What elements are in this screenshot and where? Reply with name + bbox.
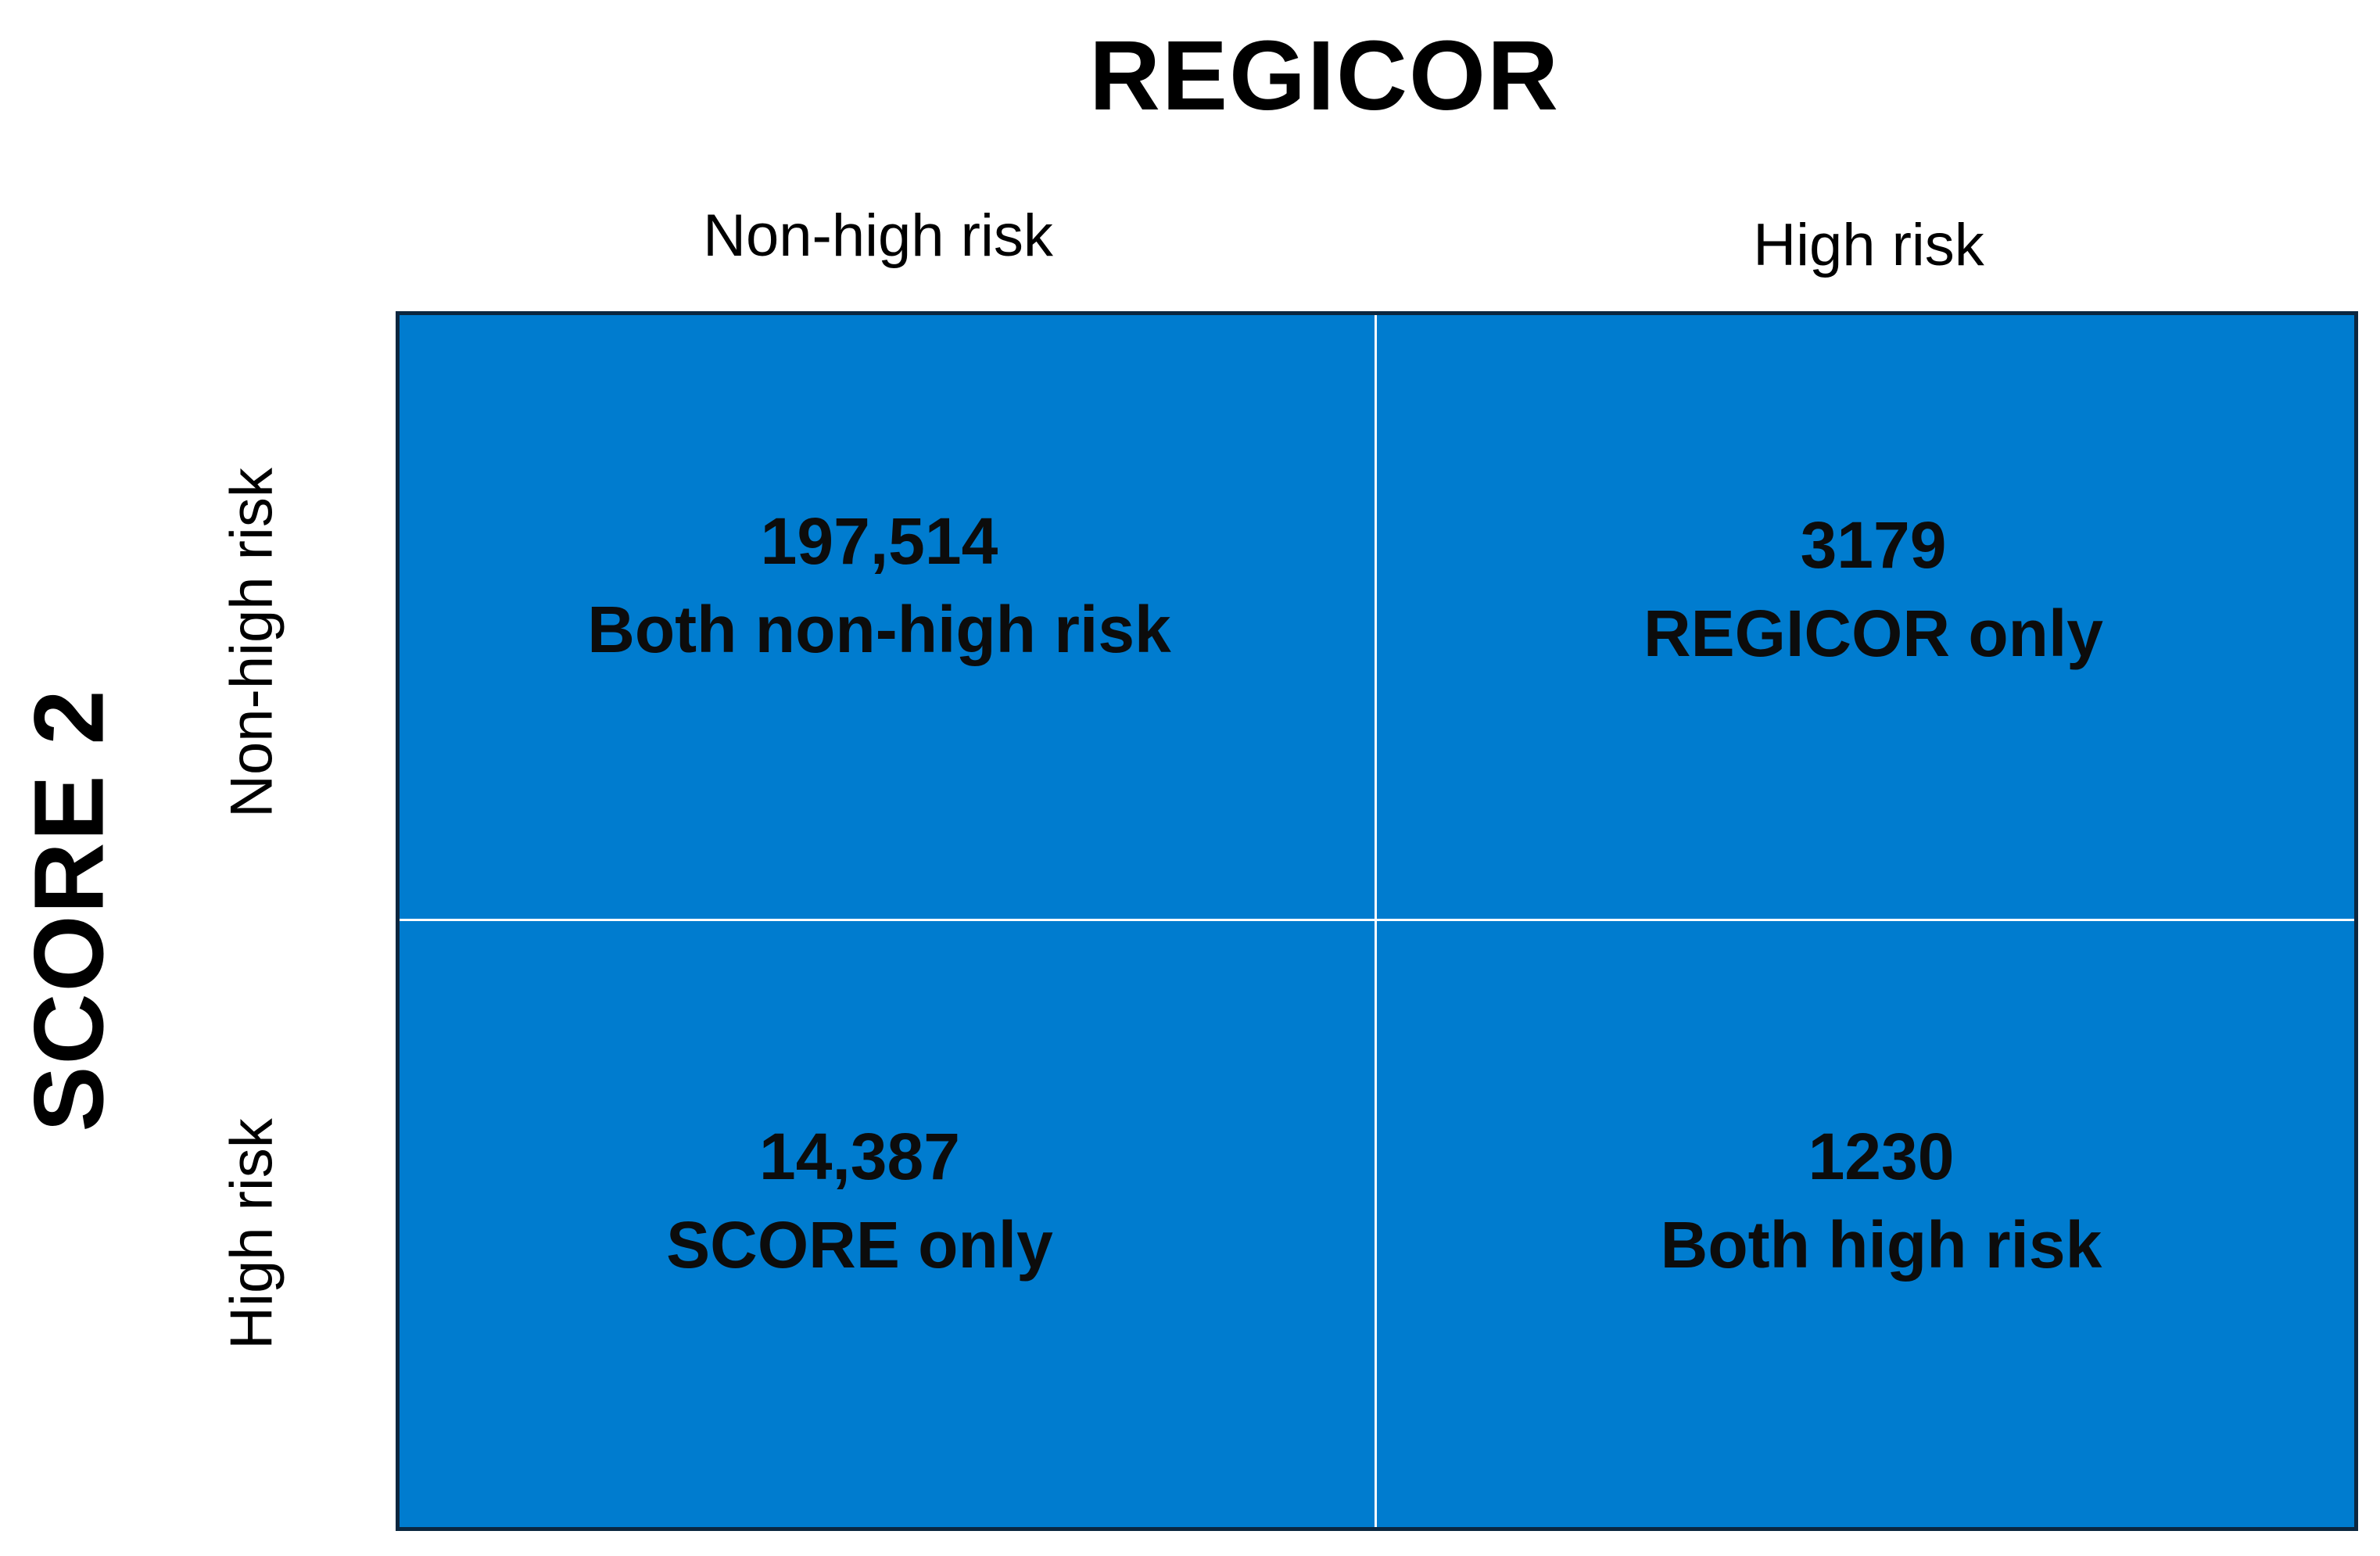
cell-score-only: 14,387 SCORE only [400,921,1377,1527]
cell-label: Both high risk [1660,1207,2102,1282]
row-header-non-high-risk: Non-high risk [218,468,285,818]
cell-label: REGICOR only [1643,597,2104,670]
cell-count: 197,514 [760,504,998,579]
cell-label: Both non-high risk [587,593,1171,666]
column-header-high-risk: High risk [1753,212,1984,278]
cell-count: 3179 [1800,508,1947,583]
cell-regicor-only: 3179 REGICOR only [1377,315,2354,921]
cell-label: SCORE only [666,1207,1053,1282]
cell-both-high-risk: 1230 Both high risk [1377,921,2354,1527]
contingency-matrix: 197,514 Both non-high risk 3179 REGICOR … [396,311,2358,1531]
row-title: SCORE 2 [13,688,124,1132]
cell-count: 1230 [1808,1119,1955,1193]
cell-both-non-high-risk: 197,514 Both non-high risk [400,315,1377,921]
column-title: REGICOR [1088,20,1561,131]
column-header-non-high-risk: Non-high risk [703,203,1053,269]
row-header-high-risk: High risk [218,1118,285,1350]
cell-count: 14,387 [759,1119,960,1193]
